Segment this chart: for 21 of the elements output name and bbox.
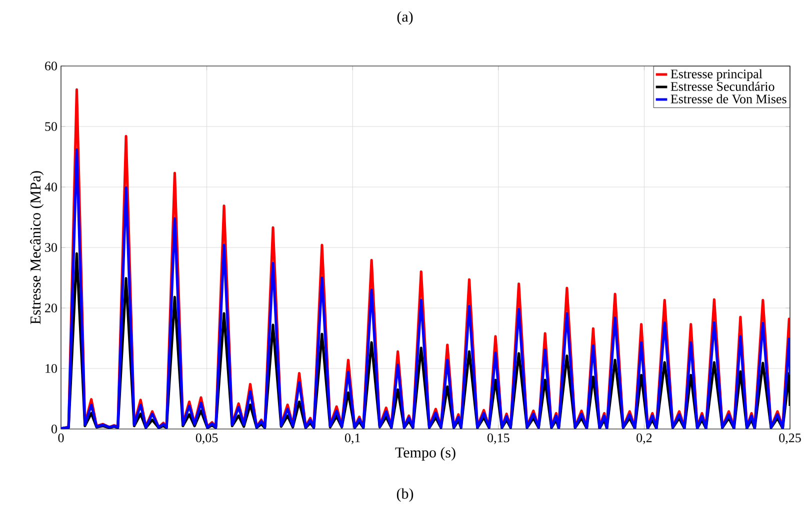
y-tick-label: 60 xyxy=(45,62,57,70)
x-tick-label: 0 xyxy=(58,434,64,442)
x-tick-label: 0,05 xyxy=(196,434,218,444)
x-axis-title: Tempo (s) xyxy=(395,447,456,461)
y-axis-title: Estresse Mecânico (MPa) xyxy=(30,171,44,324)
text: (b) xyxy=(396,488,414,502)
x-tick-label: 0,15 xyxy=(488,434,510,444)
y-tick-label: 50 xyxy=(45,122,57,131)
legend-label: Estresse Secundário xyxy=(670,82,774,91)
legend-label: Estresse principal xyxy=(670,69,762,81)
line-series xyxy=(61,148,790,429)
y-tick-label: 40 xyxy=(44,182,57,192)
legend-label: Estresse de Von Mises xyxy=(670,94,786,104)
y-tick-label: 10 xyxy=(46,364,57,373)
x-tick-label: 0,2 xyxy=(636,434,652,444)
y-tick-label: 0 xyxy=(51,424,57,434)
y-tick-label: 20 xyxy=(45,304,57,312)
y-tick-label: 30 xyxy=(45,243,57,252)
x-tick-label: 0,1 xyxy=(344,434,360,444)
text: (a) xyxy=(397,11,413,25)
x-tick-label: 0,25 xyxy=(779,434,801,444)
